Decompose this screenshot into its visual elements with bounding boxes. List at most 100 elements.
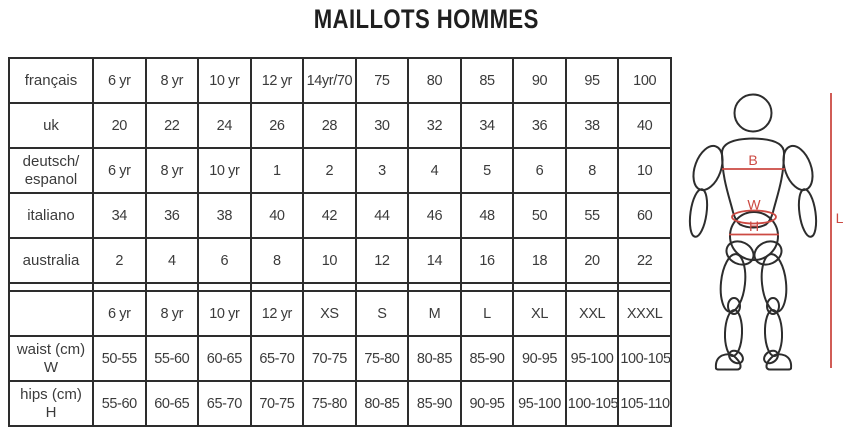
hips-label: H	[749, 218, 759, 234]
size-value-cell: 2	[302, 147, 357, 194]
size-value-cell: 90	[512, 57, 567, 104]
table-row: hips (cm) H 55-60 60-65 65-70 70-75 75-80 80-8…	[8, 380, 672, 427]
size-value-cell: 26	[249, 102, 305, 149]
size-value-cell: 75-80	[354, 335, 410, 382]
size-value-cell: 18	[512, 237, 567, 284]
size-value-cell: 70-75	[302, 335, 357, 382]
size-value-cell: L	[459, 290, 515, 337]
size-value-cell: XS	[302, 290, 357, 337]
size-value-cell: 40	[617, 102, 672, 149]
size-value-cell: 90-95	[459, 380, 515, 427]
size-value-cell: 12 yr	[249, 57, 305, 104]
size-value-cell: M	[407, 290, 462, 337]
separator-cell	[459, 282, 515, 292]
separator-cell	[144, 282, 200, 292]
size-value-cell: 6	[197, 237, 252, 284]
size-value-cell: 8	[249, 237, 305, 284]
mannequin-right-knee	[766, 297, 780, 315]
table-row: deutsch/ espanol 6 yr 8 yr 10 yr 1 2 3 4 5 6 8 10	[8, 147, 672, 194]
table-row: uk 20 22 24 26 28 30 32 34 36 38 40	[8, 102, 672, 149]
size-value-cell: 32	[407, 102, 462, 149]
size-value-cell: 8 yr	[144, 147, 200, 194]
size-value-cell: 36	[512, 102, 567, 149]
separator-cell	[92, 282, 147, 292]
size-value-cell: 36	[144, 192, 200, 239]
size-value-cell: 46	[407, 192, 462, 239]
mannequin-right-foot	[765, 353, 793, 371]
size-value-cell: XXL	[564, 290, 620, 337]
separator-cell	[617, 282, 672, 292]
mannequin-left-ankle	[728, 349, 744, 365]
size-value-cell: 42	[302, 192, 357, 239]
row-label: waist (cm) W	[8, 335, 94, 382]
mannequin-left-ankle	[763, 349, 779, 365]
table-row: italiano 34 36 38 40 42 44 46 48 50 55 60	[8, 192, 672, 239]
mannequin-torso	[720, 137, 786, 229]
table-row: australia 2 4 6 8 10 12 14 16 18 20 22	[8, 237, 672, 284]
size-value-cell: 70-75	[249, 380, 305, 427]
size-value-cell: 50	[512, 192, 567, 239]
size-value-cell: 48	[459, 192, 515, 239]
size-value-cell: 4	[144, 237, 200, 284]
mannequin-left-knee	[727, 297, 741, 315]
row-label: hips (cm) H	[8, 380, 94, 427]
size-value-cell: 80	[407, 57, 462, 104]
separator-cell	[512, 282, 567, 292]
bust-label: B	[748, 152, 757, 168]
mannequin-right-forearm	[797, 188, 818, 238]
size-value-cell: 65-70	[197, 380, 252, 427]
size-value-cell: 10 yr	[197, 57, 252, 104]
table-row: 6 yr 8 yr 10 yr 12 yr XS S M L XL XXL XXXL	[8, 290, 672, 337]
size-value-cell: 10 yr	[197, 147, 252, 194]
size-value-cell: 80-85	[407, 335, 462, 382]
row-label: italiano	[8, 192, 94, 239]
size-value-cell: 10	[302, 237, 357, 284]
separator-cell	[8, 282, 94, 292]
size-value-cell: 60-65	[197, 335, 252, 382]
separator-cell	[302, 282, 357, 292]
size-value-cell: 85-90	[459, 335, 515, 382]
mannequin-head	[733, 93, 773, 133]
waist-measure-ellipse	[731, 209, 777, 225]
size-value-cell: 12 yr	[249, 290, 305, 337]
row-label: français	[8, 57, 94, 104]
mannequin-right-hip	[753, 240, 783, 266]
size-value-cell: 65-70	[249, 335, 305, 382]
size-value-cell: 100-105	[617, 335, 672, 382]
size-value-cell: 50-55	[92, 335, 147, 382]
size-value-cell: 8 yr	[144, 290, 200, 337]
size-value-cell: 55-60	[144, 335, 200, 382]
size-value-cell: 100	[617, 57, 672, 104]
size-value-cell: 6 yr	[92, 147, 147, 194]
size-value-cell: 95-100	[512, 380, 567, 427]
size-value-cell: XL	[512, 290, 567, 337]
size-value-cell: 8	[564, 147, 620, 194]
size-value-cell: 1	[249, 147, 305, 194]
row-label: uk	[8, 102, 94, 149]
row-label: deutsch/ espanol	[8, 147, 94, 194]
size-value-cell: 34	[459, 102, 515, 149]
separator-cell	[564, 282, 620, 292]
size-value-cell: 2	[92, 237, 147, 284]
mannequin-left-forearm	[688, 188, 709, 238]
size-value-cell: 85-90	[407, 380, 462, 427]
size-value-cell: 38	[564, 102, 620, 149]
mannequin-left-foot	[714, 353, 742, 371]
size-value-cell: 10	[617, 147, 672, 194]
size-value-cell: 30	[354, 102, 410, 149]
size-value-cell: 12	[354, 237, 410, 284]
size-value-cell: 95-100	[564, 335, 620, 382]
size-value-cell: 6 yr	[92, 290, 147, 337]
size-value-cell: 6	[512, 147, 567, 194]
row-label: australia	[8, 237, 94, 284]
size-value-cell: 55	[564, 192, 620, 239]
size-value-cell: 22	[617, 237, 672, 284]
size-value-cell: 105-110	[617, 380, 672, 427]
page-title-text: MAILLOTS HOMMES	[313, 4, 539, 34]
size-value-cell: S	[354, 290, 410, 337]
page-title: MAILLOTS HOMMES	[0, 4, 852, 35]
mannequin-pelvis	[729, 211, 779, 261]
mannequin-left-hip	[725, 240, 755, 266]
mannequin-right-calf	[763, 309, 784, 357]
